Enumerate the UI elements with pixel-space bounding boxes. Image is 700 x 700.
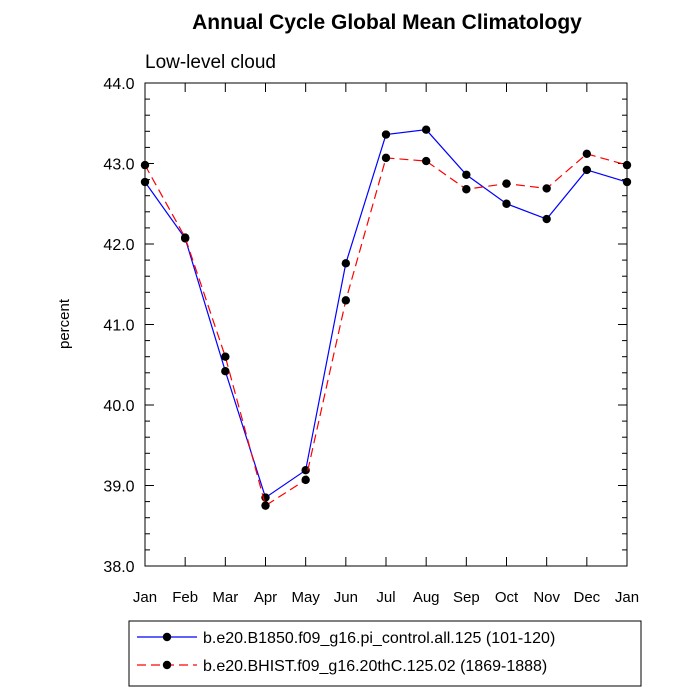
series-line-2 [144, 153, 628, 507]
series-2-point [261, 501, 270, 510]
y-tick-label: 42.0 [103, 237, 134, 254]
x-tick-label: Mar [212, 589, 238, 606]
x-tick-label: Dec [573, 589, 600, 606]
series-2-point [582, 149, 592, 159]
series-2-point [622, 160, 632, 170]
series-2-point [381, 153, 391, 163]
y-tick-label: 38.0 [103, 559, 134, 576]
series-1-point [341, 259, 351, 268]
series-1-point [622, 177, 632, 187]
x-tick-label: Jan [615, 589, 639, 606]
series-1-point [381, 130, 391, 139]
x-tick-label: Oct [495, 589, 519, 606]
series-2-point [140, 160, 150, 170]
series-2-point [421, 156, 431, 166]
series-2-point [341, 296, 351, 305]
series-1-point [221, 366, 230, 376]
y-tick-label: 44.0 [103, 76, 134, 93]
x-tick-label: Nov [533, 589, 560, 606]
series-1-point [421, 125, 431, 134]
series-2-point [462, 185, 471, 194]
series-1-point [140, 177, 150, 187]
series-line-1 [144, 129, 628, 499]
legend-label-2: b.e20.BHIST.f09_g16.20thC.125.02 (1869-1… [203, 658, 547, 675]
series-2-point [502, 179, 511, 188]
y-axis-label: percent [56, 298, 73, 349]
x-tick-label: Jan [133, 589, 157, 606]
series-2-point [221, 352, 230, 361]
series-1-point [462, 170, 471, 179]
y-tick-label: 43.0 [103, 157, 134, 174]
legend-marker-2 [162, 660, 172, 670]
x-tick-label: Aug [413, 589, 440, 606]
series-1-point [582, 165, 592, 175]
series-layer [140, 125, 632, 510]
series-1-point [502, 199, 511, 208]
x-tick-label: May [291, 589, 320, 606]
x-tick-label: Feb [172, 589, 198, 606]
legend-marker-1 [162, 632, 172, 642]
legend: b.e20.B1850.f09_g16.pi_control.all.125 (… [137, 630, 555, 675]
x-tick-label: Sep [453, 589, 480, 606]
series-2-point [542, 184, 551, 193]
y-tick-label: 40.0 [103, 398, 134, 415]
legend-label-1: b.e20.B1850.f09_g16.pi_control.all.125 (… [203, 630, 555, 647]
y-tick-label: 41.0 [103, 318, 134, 335]
y-tick-label: 39.0 [103, 479, 134, 496]
series-2-point [301, 475, 310, 485]
x-tick-label: Jun [334, 589, 358, 606]
y-tick-labels: 38.0 39.0 40.0 41.0 42.0 43.0 44.0 [103, 76, 134, 576]
series-1-point [542, 214, 551, 224]
chart-title: Annual Cycle Global Mean Climatology [192, 11, 582, 34]
chart-subtitle: Low-level cloud [145, 52, 276, 73]
x-tick-label: Jul [376, 589, 395, 606]
x-tick-labels: Jan Feb Mar Apr May Jun Jul Aug Sep Oct Nov Dec Jan [133, 589, 639, 606]
legend-box [128, 620, 642, 687]
x-tick-label: Apr [254, 589, 277, 606]
series-2-point [180, 233, 190, 242]
